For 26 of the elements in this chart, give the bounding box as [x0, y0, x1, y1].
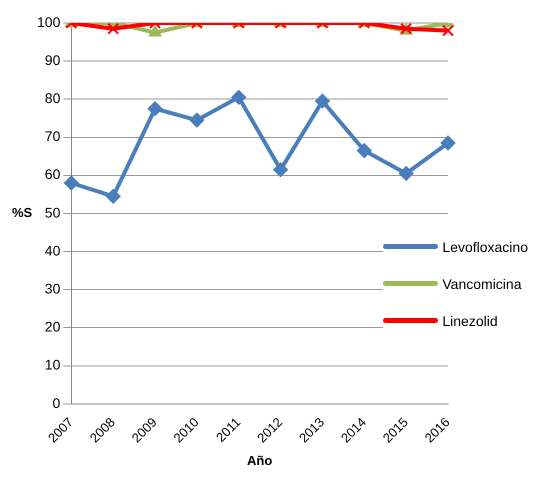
y-tick-label: 60: [44, 166, 61, 182]
y-tick-label: 0: [52, 394, 61, 411]
point: [189, 112, 204, 128]
legend-label: Vancomicina: [442, 276, 522, 292]
y-axis-title: %S: [12, 205, 33, 220]
y-tick-label: 80: [44, 90, 61, 106]
point: [64, 175, 79, 190]
point: [148, 101, 163, 116]
y-tick-label: 10: [44, 356, 61, 373]
legend-label: Linezolid: [442, 312, 498, 328]
x-axis-title: Año: [247, 452, 272, 468]
y-tick-label: 20: [44, 318, 61, 335]
legend-label: Levofloxacino: [442, 238, 528, 254]
y-tick-label: 30: [44, 280, 61, 297]
y-tick-label: 70: [44, 128, 61, 144]
point: [231, 90, 246, 105]
y-tick-label: 100: [37, 14, 61, 30]
point: [398, 166, 414, 181]
point: [106, 188, 121, 204]
point: [356, 143, 372, 158]
point: [440, 135, 456, 150]
y-tick-label: 40: [44, 242, 61, 258]
point: [314, 94, 330, 109]
y-tick-label: 50: [44, 204, 61, 220]
y-tick-label: 90: [44, 52, 61, 68]
point: [273, 162, 288, 178]
